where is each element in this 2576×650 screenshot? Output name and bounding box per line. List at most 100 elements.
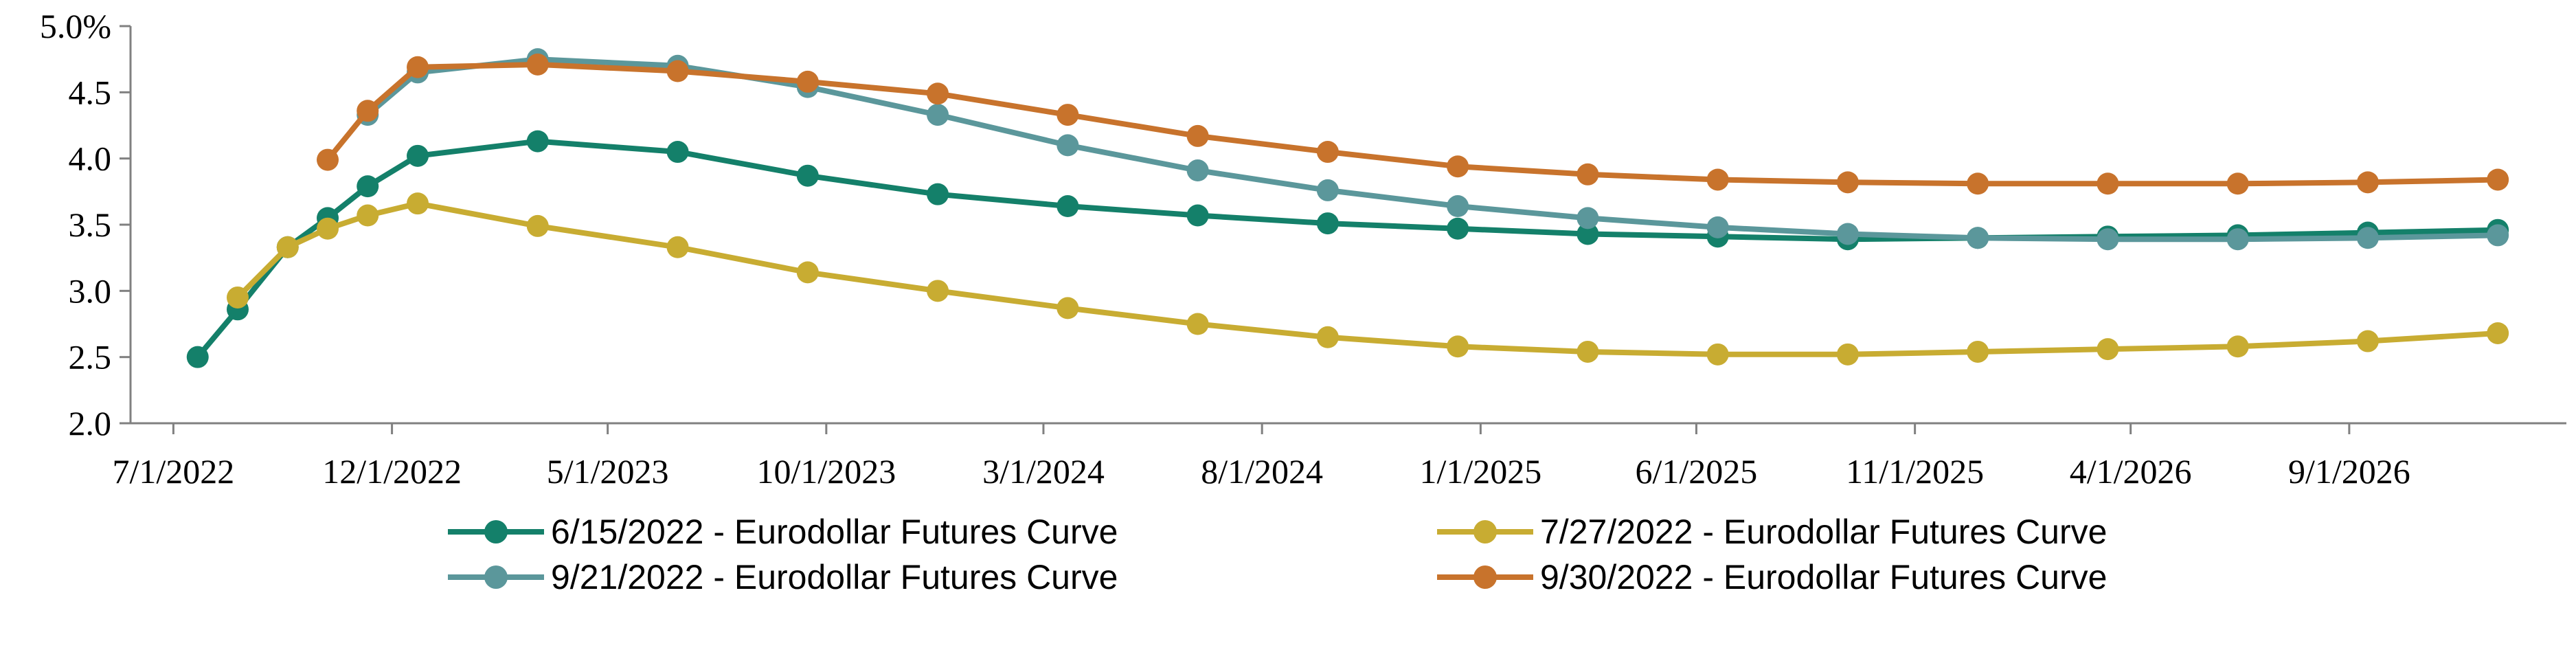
- data-point: [1447, 155, 1469, 178]
- data-point: [1057, 297, 1079, 320]
- data-point: [1057, 195, 1079, 218]
- data-point: [1836, 171, 1859, 194]
- y-tick-label: 4.5: [69, 73, 112, 111]
- data-point: [1577, 207, 1599, 229]
- data-point: [1447, 217, 1469, 240]
- data-point: [357, 204, 379, 227]
- data-point: [2356, 330, 2379, 352]
- y-tick-label: 3.5: [69, 205, 112, 244]
- data-point: [796, 261, 819, 284]
- series-2: [226, 192, 2509, 366]
- data-point: [1316, 326, 1339, 348]
- data-point: [357, 175, 379, 198]
- data-point: [1316, 212, 1339, 235]
- data-point: [1577, 163, 1599, 186]
- series-line: [194, 138, 2501, 360]
- data-point: [2097, 338, 2119, 361]
- data-point: [927, 183, 949, 205]
- y-tick-label: 2.5: [69, 338, 112, 377]
- data-point: [2487, 322, 2509, 344]
- legend-label: 6/15/2022 - Eurodollar Futures Curve: [551, 513, 1118, 551]
- data-point: [317, 217, 339, 240]
- data-point: [1447, 335, 1469, 358]
- data-point: [1706, 216, 1729, 238]
- x-tick-label: 4/1/2026: [2070, 452, 2192, 491]
- data-point: [526, 214, 549, 237]
- data-point: [2226, 172, 2249, 195]
- data-point: [1706, 343, 1729, 366]
- data-point: [407, 56, 429, 78]
- data-point: [666, 236, 689, 258]
- data-point: [276, 236, 299, 258]
- legend-marker: [1473, 520, 1497, 543]
- data-point: [796, 164, 819, 187]
- data-point: [927, 280, 949, 302]
- data-point: [927, 104, 949, 126]
- data-point: [1706, 168, 1729, 191]
- data-point: [1316, 141, 1339, 164]
- data-point: [796, 70, 819, 93]
- data-point: [526, 53, 549, 76]
- legend-item: 6/15/2022 - Eurodollar Futures Curve: [448, 513, 1118, 551]
- data-point: [1316, 179, 1339, 201]
- legend-marker: [484, 565, 508, 589]
- data-point: [1967, 172, 1989, 195]
- x-tick-label: 11/1/2025: [1846, 452, 1984, 491]
- series-4: [317, 53, 2509, 195]
- x-tick-label: 10/1/2023: [756, 452, 896, 491]
- x-tick-label: 7/1/2022: [112, 452, 234, 491]
- legend-label: 9/21/2022 - Eurodollar Futures Curve: [551, 558, 1118, 596]
- data-point: [357, 100, 379, 122]
- data-point: [186, 346, 209, 368]
- x-tick-label: 6/1/2025: [1636, 452, 1758, 491]
- x-tick-label: 1/1/2025: [1419, 452, 1541, 491]
- data-point: [666, 60, 689, 82]
- data-point: [2226, 228, 2249, 251]
- series-1: [186, 130, 2509, 368]
- data-point: [2097, 172, 2119, 195]
- data-point: [2487, 224, 2509, 247]
- x-tick-label: 3/1/2024: [982, 452, 1105, 491]
- data-point: [1836, 343, 1859, 366]
- y-tick-label: 2.0: [69, 404, 112, 442]
- data-point: [2097, 228, 2119, 251]
- y-tick-label: 4.0: [69, 139, 112, 178]
- legend-label: 9/30/2022 - Eurodollar Futures Curve: [1540, 558, 2107, 596]
- data-point: [1967, 227, 1989, 249]
- data-point: [1186, 159, 1209, 182]
- legend-item: 9/21/2022 - Eurodollar Futures Curve: [448, 558, 1118, 596]
- data-point: [1577, 223, 1599, 245]
- data-point: [1057, 104, 1079, 126]
- data-point: [226, 286, 249, 309]
- x-tick-label: 8/1/2024: [1201, 452, 1323, 491]
- legend-marker: [1473, 565, 1497, 589]
- y-tick-label: 3.0: [69, 271, 112, 310]
- y-tick-label: 5.0%: [40, 7, 111, 45]
- data-point: [2356, 171, 2379, 194]
- data-point: [317, 148, 339, 171]
- data-point: [2226, 335, 2249, 358]
- x-axis-ticks: 7/1/2022 12/1/2022 5/1/2023 10/1/2023 3/1/20…: [112, 423, 2410, 491]
- data-point: [1186, 313, 1209, 335]
- x-tick-label: 12/1/2022: [322, 452, 462, 491]
- data-point: [526, 130, 549, 153]
- series-layer: [186, 48, 2509, 368]
- data-point: [1577, 340, 1599, 363]
- x-tick-label: 5/1/2023: [547, 452, 669, 491]
- data-point: [2356, 227, 2379, 249]
- x-tick-label: 9/1/2026: [2288, 452, 2410, 491]
- legend-item: 9/30/2022 - Eurodollar Futures Curve: [1437, 558, 2107, 596]
- legend-item: 7/27/2022 - Eurodollar Futures Curve: [1437, 513, 2107, 551]
- data-point: [1836, 223, 1859, 245]
- y-axis-ticks: 2.0 2.5 3.0 3.5 4.0 4.5 5.0%: [40, 7, 131, 442]
- data-point: [2487, 168, 2509, 191]
- data-point: [666, 141, 689, 164]
- legend-label: 7/27/2022 - Eurodollar Futures Curve: [1540, 513, 2107, 551]
- series-line: [325, 61, 2501, 187]
- data-point: [407, 192, 429, 215]
- legend-marker: [484, 520, 508, 543]
- data-point: [1967, 340, 1989, 363]
- data-point: [1057, 134, 1079, 157]
- data-point: [1447, 195, 1469, 218]
